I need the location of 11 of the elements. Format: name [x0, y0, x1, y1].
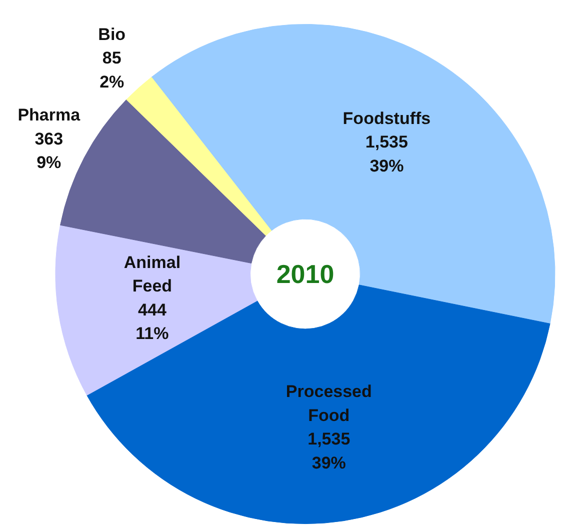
slice-label: Pharma	[18, 106, 81, 125]
data-label: 1,535 39%	[308, 430, 350, 472]
data-label: 85 2%	[100, 48, 124, 92]
slice-label: Foodstuffs	[342, 108, 431, 128]
slice-label: Bio	[98, 24, 126, 44]
slice-label: Processed Food	[286, 382, 372, 425]
data-label: 444 11%	[136, 300, 169, 344]
data-label: 1,535 39%	[365, 132, 408, 176]
text: 2010	[276, 259, 334, 289]
data-label: 363 9%	[34, 129, 64, 172]
slice-label: Animal Feed	[124, 252, 181, 296]
